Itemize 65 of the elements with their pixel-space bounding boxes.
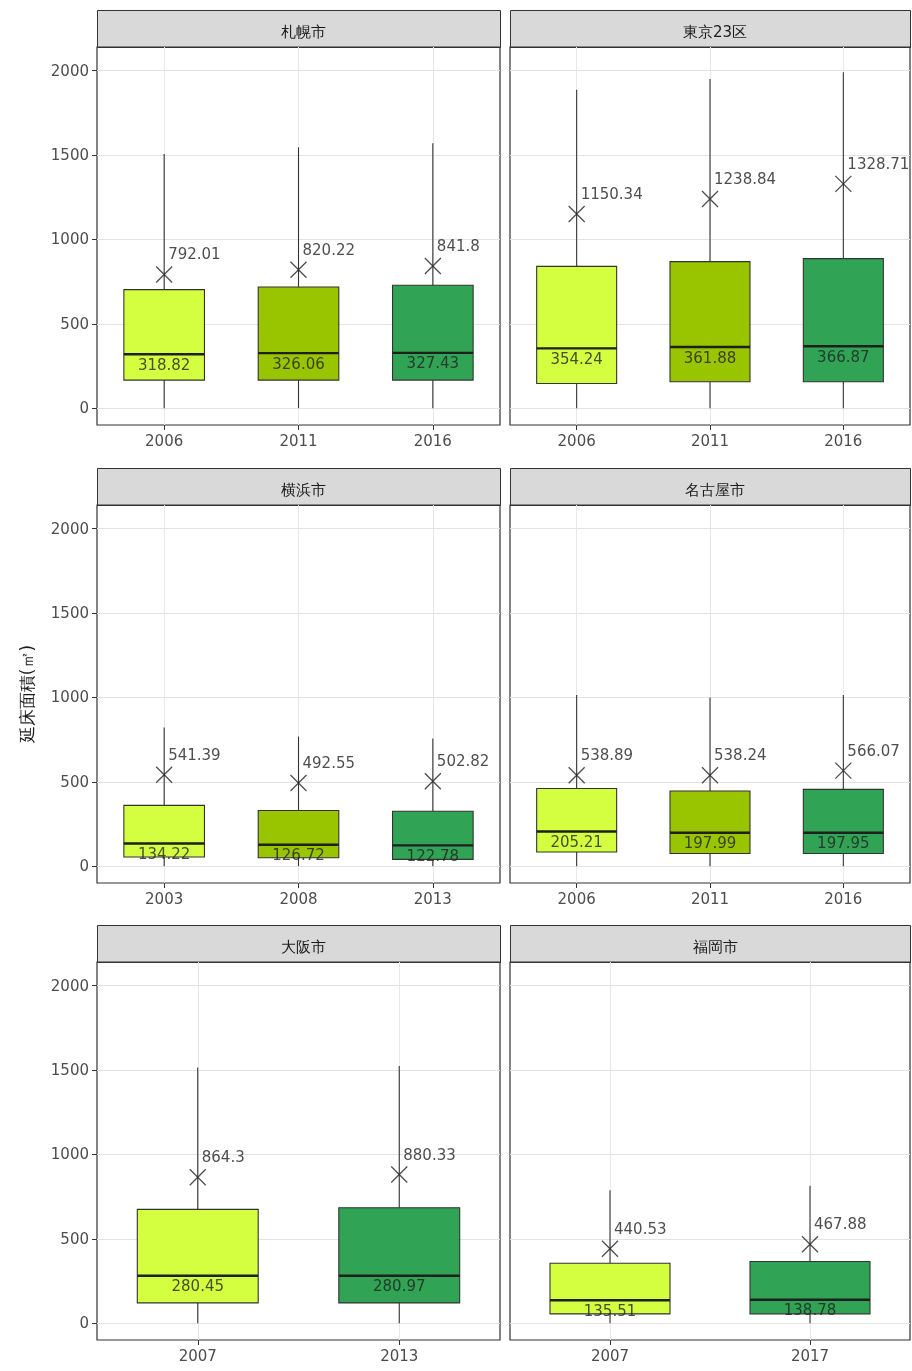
annotation: 841.8 <box>436 237 480 256</box>
chart-title: 名古屋市 <box>685 480 745 499</box>
y-tick-label: 1500 <box>50 604 89 622</box>
x-tick-label: 2016 <box>413 431 452 450</box>
y-tick-label: 0 <box>79 857 89 876</box>
y-tick-label: 500 <box>60 772 89 791</box>
y-tick-label: 2000 <box>50 61 89 80</box>
annotation: 205.21 <box>550 833 603 851</box>
y-tick-label: 1500 <box>50 1061 89 1079</box>
y-tick-label: 1500 <box>50 146 89 164</box>
annotation: 538.89 <box>580 746 634 765</box>
annotation: 318.82 <box>137 355 191 374</box>
y-tick-label: 1000 <box>50 688 89 707</box>
x-tick-label: 2016 <box>824 431 863 450</box>
x-tick-label: 2011 <box>690 889 730 908</box>
x-tick-label: 2011 <box>279 431 318 450</box>
annotation: 280.45 <box>171 1277 224 1296</box>
x-tick-label: 2003 <box>145 889 184 908</box>
y-tick-label: 1000 <box>50 1145 89 1164</box>
x-tick-label: 2013 <box>380 1346 419 1365</box>
y-tick-label: 2000 <box>50 519 89 538</box>
x-tick-label: 2013 <box>413 889 452 908</box>
y-tick-label: 500 <box>60 314 89 333</box>
annotation: 864.3 <box>201 1148 245 1167</box>
y-tick-label: 0 <box>79 1314 89 1333</box>
annotation: 538.24 <box>714 746 767 765</box>
x-tick-label: 2008 <box>279 889 318 908</box>
y-tick-label: 1000 <box>50 230 89 249</box>
annotation: 792.01 <box>168 245 221 264</box>
annotation: 440.53 <box>614 1219 667 1238</box>
x-tick-label: 2007 <box>178 1346 217 1365</box>
x-tick-label: 2006 <box>557 889 596 908</box>
x-tick-label: 2017 <box>790 1346 830 1365</box>
chart-title: 東京23区 <box>682 22 748 41</box>
annotation: 366.87 <box>817 347 870 366</box>
x-tick-label: 2011 <box>690 431 730 450</box>
x-tick-label: 2006 <box>145 431 184 450</box>
y-tick-label: 0 <box>79 399 89 418</box>
annotation: 467.88 <box>814 1215 867 1234</box>
annotation: 197.99 <box>683 834 737 853</box>
chart-title: 横浜市 <box>281 480 326 499</box>
annotation: 327.43 <box>406 354 460 373</box>
annotation: 1238.84 <box>714 170 777 189</box>
annotation: 326.06 <box>272 354 325 373</box>
chart-title: 札幌市 <box>281 22 326 41</box>
annotation: 361.88 <box>683 348 737 367</box>
annotation: 197.95 <box>817 834 870 853</box>
x-tick-label: 2016 <box>824 889 863 908</box>
y-tick-label: 500 <box>60 1229 89 1248</box>
annotation: 1328.71 <box>847 154 910 173</box>
annotation: 880.33 <box>403 1145 456 1164</box>
y-axis-title: 延床面積(㎡) <box>16 644 37 745</box>
annotation: 502.82 <box>436 752 490 771</box>
chart-title: 大阪市 <box>281 937 326 956</box>
y-tick-label: 2000 <box>50 976 89 995</box>
x-tick-label: 2006 <box>557 431 596 450</box>
annotation: 820.22 <box>302 240 355 259</box>
annotation: 280.97 <box>373 1277 426 1296</box>
annotation: 541.39 <box>168 745 221 764</box>
x-tick-label: 2007 <box>590 1346 630 1365</box>
chart-title: 福岡市 <box>692 937 738 956</box>
annotation: 1150.34 <box>580 185 643 204</box>
annotation: 566.07 <box>847 741 900 760</box>
annotation: 492.55 <box>302 754 355 773</box>
annotation: 354.24 <box>550 349 603 368</box>
